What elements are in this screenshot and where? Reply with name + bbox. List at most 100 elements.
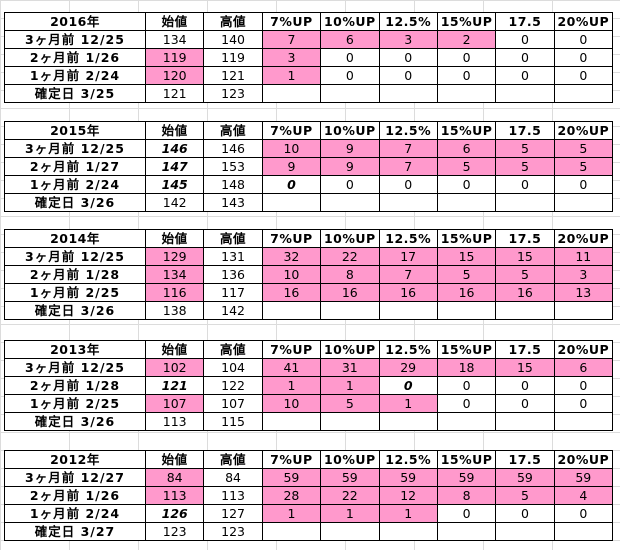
table-cell[interactable]: 0 <box>378 376 438 395</box>
row-label[interactable]: 確定日 3/26 <box>4 412 146 431</box>
year-title[interactable]: 2016年 <box>4 12 146 31</box>
column-header[interactable]: 7%UP <box>261 229 322 248</box>
table-cell[interactable]: 17 <box>378 247 438 266</box>
table-cell[interactable]: 7 <box>378 139 438 158</box>
column-header[interactable]: 17.5 <box>495 229 555 248</box>
table-cell[interactable] <box>378 412 438 431</box>
table-cell[interactable]: 16 <box>320 283 380 302</box>
table-cell[interactable]: 11 <box>553 247 614 266</box>
year-title[interactable]: 2015年 <box>4 121 146 140</box>
table-cell[interactable]: 1 <box>261 504 322 523</box>
column-header[interactable]: 始値 <box>144 340 205 359</box>
table-cell[interactable]: 126 <box>144 504 205 523</box>
table-cell[interactable]: 32 <box>261 247 322 266</box>
column-header[interactable]: 20%UP <box>553 229 614 248</box>
table-cell[interactable]: 119 <box>203 48 263 67</box>
table-cell[interactable]: 3 <box>261 48 322 67</box>
table-cell[interactable]: 28 <box>261 486 322 505</box>
table-cell[interactable] <box>261 412 322 431</box>
table-cell[interactable]: 0 <box>320 48 380 67</box>
column-header[interactable]: 17.5 <box>495 121 555 140</box>
row-label[interactable]: 2ヶ月前 1/27 <box>4 157 146 176</box>
table-cell[interactable]: 0 <box>553 30 614 49</box>
table-cell[interactable]: 0 <box>553 394 614 413</box>
table-cell[interactable]: 13 <box>553 283 614 302</box>
column-header[interactable]: 10%UP <box>320 450 380 469</box>
table-cell[interactable]: 7 <box>261 30 322 49</box>
row-label[interactable]: 1ヶ月前 2/25 <box>4 283 146 302</box>
table-cell[interactable] <box>553 84 614 103</box>
table-cell[interactable]: 3 <box>553 265 614 284</box>
table-cell[interactable]: 22 <box>320 486 380 505</box>
table-cell[interactable] <box>495 301 555 320</box>
table-cell[interactable]: 5 <box>495 139 555 158</box>
table-cell[interactable]: 1 <box>261 66 322 85</box>
row-label[interactable]: 1ヶ月前 2/25 <box>4 394 146 413</box>
table-cell[interactable]: 1 <box>378 504 438 523</box>
table-cell[interactable]: 6 <box>320 30 380 49</box>
table-cell[interactable] <box>495 412 555 431</box>
table-cell[interactable]: 0 <box>436 504 497 523</box>
table-cell[interactable] <box>378 193 438 212</box>
table-cell[interactable]: 0 <box>261 175 322 194</box>
table-cell[interactable]: 7 <box>378 157 438 176</box>
table-cell[interactable]: 0 <box>320 66 380 85</box>
table-cell[interactable]: 0 <box>495 394 555 413</box>
column-header[interactable]: 15%UP <box>436 121 497 140</box>
table-cell[interactable]: 0 <box>495 48 555 67</box>
row-label[interactable]: 3ヶ月前 12/25 <box>4 139 146 158</box>
table-cell[interactable] <box>320 193 380 212</box>
row-label[interactable]: 1ヶ月前 2/24 <box>4 66 146 85</box>
column-header[interactable]: 始値 <box>144 229 205 248</box>
table-cell[interactable]: 3 <box>378 30 438 49</box>
table-cell[interactable]: 146 <box>144 139 205 158</box>
table-cell[interactable]: 0 <box>495 504 555 523</box>
table-cell[interactable] <box>495 522 555 541</box>
table-cell[interactable]: 113 <box>144 486 205 505</box>
table-cell[interactable]: 0 <box>495 30 555 49</box>
table-cell[interactable]: 5 <box>495 157 555 176</box>
table-cell[interactable]: 59 <box>553 468 614 487</box>
table-cell[interactable]: 1 <box>320 376 380 395</box>
column-header[interactable]: 高値 <box>203 340 263 359</box>
table-cell[interactable]: 148 <box>203 175 263 194</box>
table-cell[interactable]: 113 <box>203 486 263 505</box>
table-cell[interactable]: 0 <box>378 48 438 67</box>
row-label[interactable]: 確定日 3/25 <box>4 84 146 103</box>
table-cell[interactable] <box>320 301 380 320</box>
table-cell[interactable]: 1 <box>320 504 380 523</box>
column-header[interactable]: 20%UP <box>553 121 614 140</box>
table-cell[interactable] <box>378 522 438 541</box>
column-header[interactable]: 12.5% <box>378 12 438 31</box>
table-cell[interactable]: 12 <box>378 486 438 505</box>
table-cell[interactable]: 0 <box>495 66 555 85</box>
column-header[interactable]: 7%UP <box>261 121 322 140</box>
column-header[interactable]: 12.5% <box>378 450 438 469</box>
table-cell[interactable] <box>378 301 438 320</box>
table-cell[interactable]: 6 <box>553 358 614 377</box>
table-cell[interactable]: 0 <box>436 175 497 194</box>
table-cell[interactable]: 10 <box>261 394 322 413</box>
table-cell[interactable]: 123 <box>203 522 263 541</box>
table-cell[interactable]: 5 <box>320 394 380 413</box>
table-cell[interactable]: 138 <box>144 301 205 320</box>
column-header[interactable]: 始値 <box>144 121 205 140</box>
table-cell[interactable] <box>378 84 438 103</box>
table-cell[interactable]: 104 <box>203 358 263 377</box>
column-header[interactable]: 始値 <box>144 12 205 31</box>
table-cell[interactable]: 9 <box>320 157 380 176</box>
table-cell[interactable]: 5 <box>495 486 555 505</box>
table-cell[interactable]: 59 <box>320 468 380 487</box>
table-cell[interactable]: 121 <box>203 66 263 85</box>
year-title[interactable]: 2014年 <box>4 229 146 248</box>
column-header[interactable]: 高値 <box>203 121 263 140</box>
column-header[interactable]: 12.5% <box>378 229 438 248</box>
column-header[interactable]: 15%UP <box>436 340 497 359</box>
table-cell[interactable]: 153 <box>203 157 263 176</box>
column-header[interactable]: 15%UP <box>436 229 497 248</box>
table-cell[interactable]: 120 <box>144 66 205 85</box>
column-header[interactable]: 20%UP <box>553 450 614 469</box>
table-cell[interactable]: 5 <box>553 139 614 158</box>
table-cell[interactable]: 59 <box>261 468 322 487</box>
table-cell[interactable]: 0 <box>436 48 497 67</box>
